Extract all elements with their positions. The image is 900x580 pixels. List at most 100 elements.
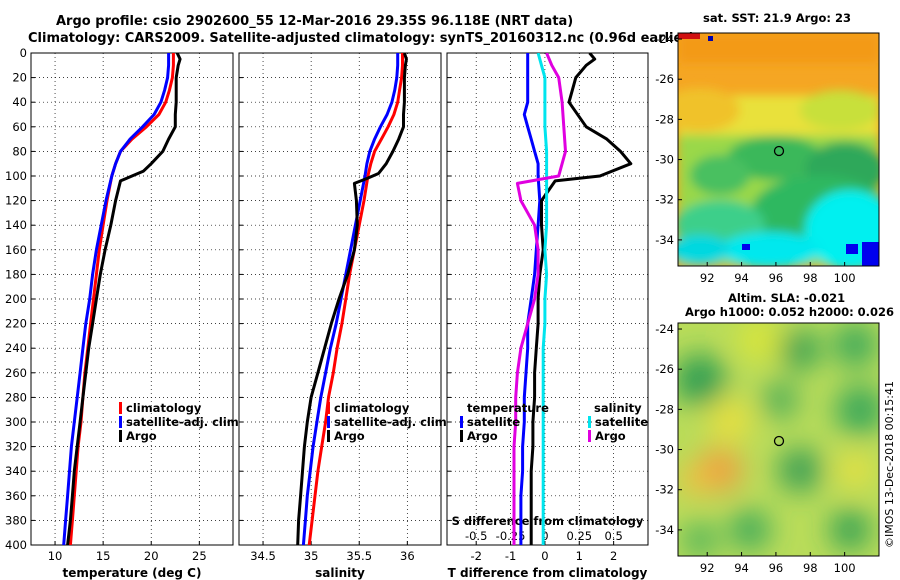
sst-map: [677, 32, 880, 267]
s-difference-axis-title: S difference from climatology: [452, 514, 644, 528]
legend-swatch: [460, 416, 463, 428]
salinity-series-group: [296, 53, 408, 545]
s-difference-tick-label: 0.5: [604, 529, 622, 543]
depth-tick-label: 260: [5, 366, 27, 380]
depth-tick-label: 300: [5, 415, 27, 429]
s-difference-tick-label: -0.5: [465, 529, 487, 543]
map-lat-label: -34: [655, 233, 674, 247]
depth-tick-label: 360: [5, 489, 27, 503]
legend-group-title: temperature: [467, 401, 549, 415]
temperature-series-argo: [66, 53, 182, 545]
sst-cold-patch: [742, 244, 750, 250]
legend-group-title: salinity: [594, 401, 642, 415]
map-lon-label: 96: [769, 561, 784, 575]
legend-swatch: [588, 416, 591, 428]
legend-label: Argo: [467, 429, 498, 443]
s-difference-tick-label: 0.25: [566, 529, 592, 543]
salinity-xtick-label: 36: [400, 549, 415, 563]
differences-xtick-label: 1: [576, 549, 583, 563]
depth-tick-label: 0: [20, 46, 27, 60]
map-lon-label: 96: [769, 271, 784, 285]
argo-location-marker: [773, 435, 785, 447]
legend-label: climatology: [334, 401, 410, 415]
title-line-2: Climatology: CARS2009. Satellite-adjuste…: [28, 31, 695, 46]
map-lat-label: -26: [655, 362, 674, 376]
map-lon-label: 92: [700, 561, 715, 575]
temperature-series-satellite-adj-clim-: [62, 53, 171, 545]
depth-tick-label: 200: [5, 292, 27, 306]
legend-swatch: [327, 416, 330, 428]
depth-tick-label: 120: [5, 194, 27, 208]
depth-tick-label: 320: [5, 440, 27, 454]
temperature-xtick-label: 20: [144, 549, 159, 563]
argo-location-marker: [773, 145, 785, 157]
map-lon-label: 94: [734, 561, 749, 575]
sst-map-title: sat. SST: 21.9 Argo: 23: [703, 11, 851, 25]
salinity-series-argo: [296, 53, 408, 545]
legend-label: satellite-adj. clim.: [126, 415, 243, 429]
map-lon-label: 94: [734, 271, 749, 285]
sla-map-axes: 92 94 96 98 100 -24 -26 -28 -30 -32 -34: [655, 322, 855, 575]
depth-tick-label: 80: [12, 144, 27, 158]
legend-swatch: [119, 402, 122, 414]
differences-xtick-label: 2: [610, 549, 617, 563]
difference-series-temperature-argo: [529, 53, 633, 545]
depth-tick-label: 380: [5, 513, 27, 527]
map-lon-label: 98: [803, 561, 818, 575]
map-lat-label: -26: [655, 72, 674, 86]
depth-tick-label: 400: [5, 538, 27, 552]
legend-label: satellite-adj. clim.: [334, 415, 451, 429]
depth-tick-label: 280: [5, 390, 27, 404]
depth-tick-label: 100: [5, 169, 27, 183]
map-lat-label: -30: [655, 153, 674, 167]
temperature-xlabel: temperature (deg C): [63, 566, 202, 580]
legend-swatch: [588, 430, 591, 442]
salinity-panel: 34.5 35 35.5 36 salinity climatologysatellite…: [238, 52, 451, 580]
sla-map-title-1: Altim. SLA: -0.021: [728, 291, 845, 305]
difference-series-temperature-satellite: [519, 53, 542, 545]
map-lat-label: -34: [655, 523, 674, 537]
legend-label: satellite: [595, 415, 648, 429]
map-lat-label: -30: [655, 443, 674, 457]
map-lat-label: -24: [655, 32, 674, 46]
temperature-panel: 10 15 20 25 temperature (deg C) 0 20 40 60 80 100 1…: [5, 46, 243, 580]
difference-series-salinity-argo: [512, 53, 567, 545]
legend-swatch: [460, 430, 463, 442]
sst-field: [678, 33, 879, 266]
depth-tick-label: 160: [5, 243, 27, 257]
legend-swatch: [327, 430, 330, 442]
depth-tick-label: 40: [12, 95, 27, 109]
map-lon-label: 92: [700, 271, 715, 285]
depth-tick-label: 340: [5, 464, 27, 478]
differences-xtick-label: 0: [541, 549, 548, 563]
depth-tick-label: 20: [12, 71, 27, 85]
differences-xlabel: T difference from climatology: [448, 566, 648, 580]
map-lat-label: -32: [655, 483, 674, 497]
sla-map-frame: [677, 322, 880, 557]
legend-label: Argo: [334, 429, 365, 443]
title-line-1: Argo profile: csio 2902600_55 12-Mar-201…: [56, 14, 573, 29]
map-lat-label: -24: [655, 322, 674, 336]
salinity-xtick-label: 35: [304, 549, 319, 563]
sst-hotspot: [678, 33, 700, 39]
temperature-xtick-label: 10: [48, 549, 63, 563]
depth-tick-label: 240: [5, 341, 27, 355]
sla-map: [677, 322, 880, 557]
differences-series-group: [512, 53, 633, 545]
temperature-series-group: [62, 53, 182, 545]
imos-credit: ©IMOS 13-Dec-2018 00:15:41: [883, 381, 896, 548]
salinity-xtick-label: 35.5: [346, 549, 372, 563]
s-difference-tick-label: 0: [541, 529, 548, 543]
map-lat-label: -32: [655, 193, 674, 207]
map-lon-label: 100: [834, 271, 856, 285]
map-lon-label: 100: [834, 561, 856, 575]
salinity-xlabel: salinity: [315, 566, 365, 580]
legend-swatch: [119, 416, 122, 428]
legend-label: climatology: [126, 401, 202, 415]
depth-tick-label: 180: [5, 267, 27, 281]
sst-cold-patch: [846, 244, 858, 254]
s-difference-tick-label: -0.25: [496, 529, 526, 543]
sla-field: [678, 323, 879, 556]
sst-cold-patch: [862, 242, 879, 266]
difference-series-salinity-satellite: [536, 53, 549, 545]
